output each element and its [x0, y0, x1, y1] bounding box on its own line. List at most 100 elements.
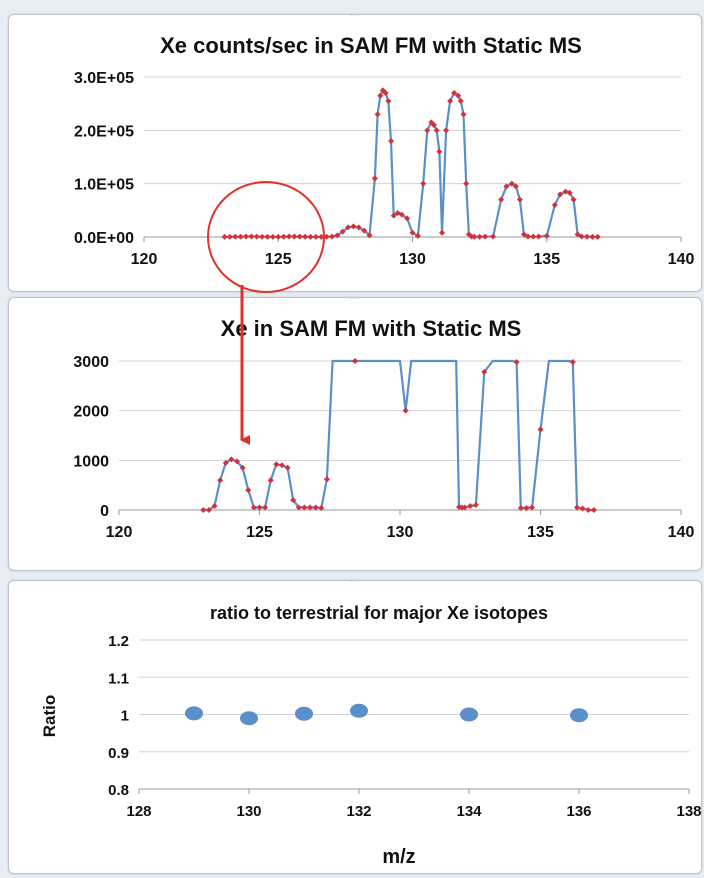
data-point [524, 233, 531, 240]
data-point [537, 426, 544, 433]
chart-panel-3: ···· ratio to terrestrial for major Xe i… [8, 580, 702, 874]
data-point [513, 358, 520, 365]
chart-1-title: Xe counts/sec in SAM FM with Static MS [160, 33, 582, 58]
data-point [385, 98, 392, 104]
x-tick-label: 135 [527, 524, 554, 541]
data-point [579, 505, 586, 512]
x-tick-label: 125 [246, 524, 273, 541]
x-tick-label: 125 [265, 251, 292, 268]
data-point [264, 233, 271, 240]
data-point [420, 180, 427, 187]
data-point [436, 148, 443, 155]
chart-3-svg: ratio to terrestrial for major Xe isotop… [40, 603, 701, 868]
data-point [377, 92, 384, 99]
chart-3-xlabel: m/z [382, 846, 415, 868]
data-point [570, 708, 588, 723]
chart-3-ylabel: Ratio [40, 695, 59, 738]
y-tick-label: 0 [100, 503, 109, 520]
x-tick-label: 138 [676, 803, 701, 820]
data-point [523, 505, 530, 512]
data-point [245, 487, 252, 494]
data-point [295, 504, 302, 511]
data-point [424, 127, 431, 134]
data-point [361, 227, 368, 234]
data-point [457, 98, 464, 104]
data-point [328, 233, 335, 240]
x-tick-label: 134 [456, 803, 482, 820]
data-point [516, 196, 523, 203]
data-point [262, 504, 269, 511]
data-point [374, 111, 381, 118]
data-point [323, 476, 330, 483]
resize-handle[interactable]: ···· [349, 580, 361, 586]
data-point [307, 233, 314, 240]
y-tick-label: 1.2 [108, 633, 129, 650]
data-point [256, 504, 263, 511]
y-tick-label: 1000 [73, 453, 109, 470]
series-line [224, 89, 598, 238]
data-point [404, 215, 411, 222]
data-point [543, 232, 550, 239]
data-point [339, 228, 346, 235]
data-point [467, 503, 474, 510]
data-point [512, 183, 519, 190]
data-point [517, 505, 524, 512]
data-point [239, 464, 246, 471]
data-point [323, 233, 330, 240]
data-point [226, 233, 233, 240]
data-point [472, 502, 479, 509]
y-tick-label: 3000 [73, 354, 109, 371]
x-tick-label: 140 [668, 524, 695, 541]
data-point [535, 233, 542, 240]
data-point [291, 233, 298, 240]
data-point [402, 407, 409, 414]
data-point [584, 233, 591, 240]
x-tick-label: 136 [566, 803, 591, 820]
data-point [433, 127, 440, 134]
data-point [508, 180, 515, 187]
data-point [296, 233, 303, 240]
data-point [529, 504, 536, 511]
resize-handle[interactable]: ···· [349, 14, 361, 20]
data-point [382, 90, 389, 96]
data-point [594, 233, 601, 240]
data-point [232, 233, 239, 240]
y-tick-label: 3.0E+05 [74, 70, 134, 87]
data-point [451, 90, 458, 96]
series-line [203, 359, 594, 512]
data-point [295, 706, 313, 721]
resize-handle[interactable]: ···· [349, 297, 361, 303]
data-point [345, 224, 352, 231]
data-point [490, 233, 497, 240]
data-point [570, 196, 577, 203]
data-point [243, 233, 250, 240]
data-point [578, 233, 585, 240]
data-point [302, 233, 309, 240]
y-tick-label: 1.1 [108, 670, 129, 687]
data-point [284, 464, 291, 471]
data-point [250, 504, 257, 511]
data-point [569, 358, 576, 365]
data-point [590, 507, 597, 513]
data-point [476, 233, 483, 240]
data-point [456, 504, 463, 511]
data-point [200, 507, 207, 513]
x-tick-label: 130 [399, 251, 426, 268]
y-tick-label: 0.9 [108, 745, 129, 762]
data-point [318, 233, 325, 240]
data-point [557, 191, 564, 198]
data-point [334, 232, 341, 239]
data-point [248, 233, 255, 240]
data-point [290, 497, 297, 504]
data-point [371, 175, 378, 182]
data-point [185, 706, 203, 721]
data-point [566, 189, 573, 196]
data-point [228, 456, 235, 463]
data-point [352, 358, 359, 364]
x-tick-label: 130 [387, 524, 414, 541]
data-point [409, 229, 416, 236]
data-point [267, 477, 274, 484]
data-point [269, 233, 276, 240]
data-point [439, 229, 446, 236]
x-tick-label: 120 [106, 524, 133, 541]
